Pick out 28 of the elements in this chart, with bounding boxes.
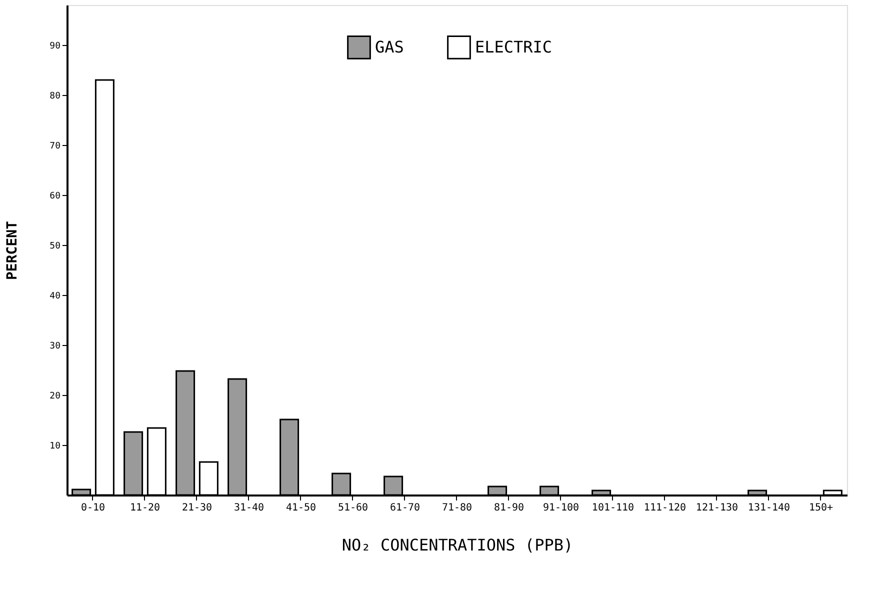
y-axis-title: PERCENT (4, 220, 21, 280)
x-tick-label: 21-30 (182, 502, 212, 514)
y-tick-label: 50 (50, 242, 60, 252)
x-tick-label: 11-20 (130, 502, 160, 514)
x-tick-label: 121-130 (696, 502, 738, 514)
y-tick-label: 10 (50, 442, 60, 452)
legend-label: GAS (375, 37, 404, 56)
x-tick-label: 101-110 (592, 502, 634, 514)
x-tick-label: 0-10 (80, 502, 106, 514)
x-tick-label: 91-100 (542, 502, 580, 514)
x-tick-label: 51-60 (338, 502, 368, 514)
y-tick-label: 40 (50, 292, 60, 302)
y-tick-label: 30 (50, 342, 60, 352)
y-tick-label: 20 (50, 392, 60, 402)
y-tick-label: 80 (50, 92, 60, 102)
y-tick-label: 60 (50, 192, 60, 202)
x-axis-title: NO₂ CONCENTRATIONS (PPB) (342, 536, 574, 554)
x-tick-label: 111-120 (644, 502, 686, 514)
x-tick-label: 71-80 (442, 502, 472, 514)
x-tick-label: 81-90 (494, 502, 524, 514)
x-tick-label: 41-50 (286, 502, 316, 514)
x-tick-label: 31-40 (234, 502, 264, 514)
y-tick-label: 90 (50, 42, 60, 52)
legend-label: ELECTRIC (475, 37, 552, 56)
x-tick-label: 61-70 (390, 502, 420, 514)
x-tick-label: 131-140 (748, 502, 790, 514)
x-tick-label: 150+ (808, 502, 834, 514)
y-tick-label: 70 (50, 142, 60, 152)
